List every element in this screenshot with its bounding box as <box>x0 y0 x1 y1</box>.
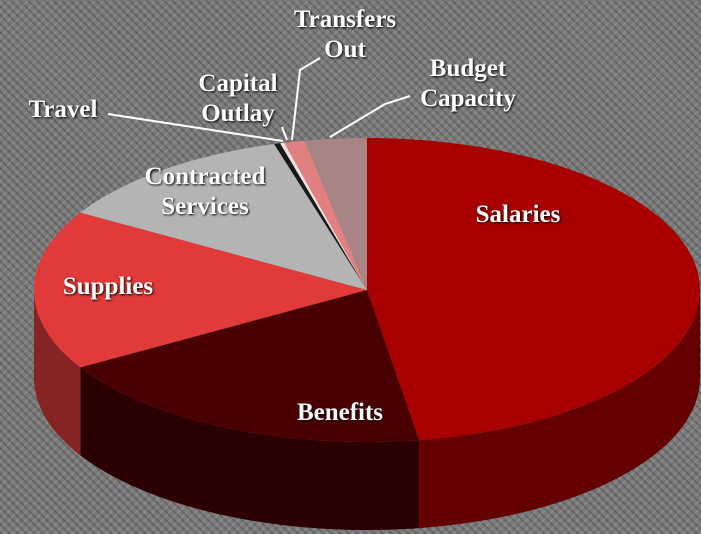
slice-label: Capital Outlay <box>198 70 278 127</box>
pie-tops <box>34 138 700 442</box>
slice <box>304 138 367 290</box>
slice-label: Benefits <box>296 399 384 426</box>
leader-line <box>329 95 411 138</box>
slice-side <box>419 290 700 529</box>
slice <box>280 142 367 290</box>
slice-side <box>80 367 420 530</box>
pie-sides <box>34 290 700 530</box>
slice-label: Transfers Out <box>293 6 397 63</box>
slice-label: Supplies <box>62 273 154 300</box>
leader-line <box>291 57 321 141</box>
slice <box>80 290 420 442</box>
slice-label: Travel <box>28 96 98 123</box>
slice <box>34 212 367 368</box>
slice <box>274 143 367 290</box>
leader-line <box>107 113 284 142</box>
slice-label: Budget Capacity <box>420 55 516 112</box>
slice <box>367 138 700 441</box>
slice-side <box>34 290 81 456</box>
slice <box>80 144 368 290</box>
slice-label: Contracted Services <box>144 163 266 220</box>
leader-line <box>281 126 288 141</box>
leader-lines <box>107 57 411 142</box>
slice <box>284 140 367 290</box>
slice-label: Salaries <box>475 201 561 228</box>
